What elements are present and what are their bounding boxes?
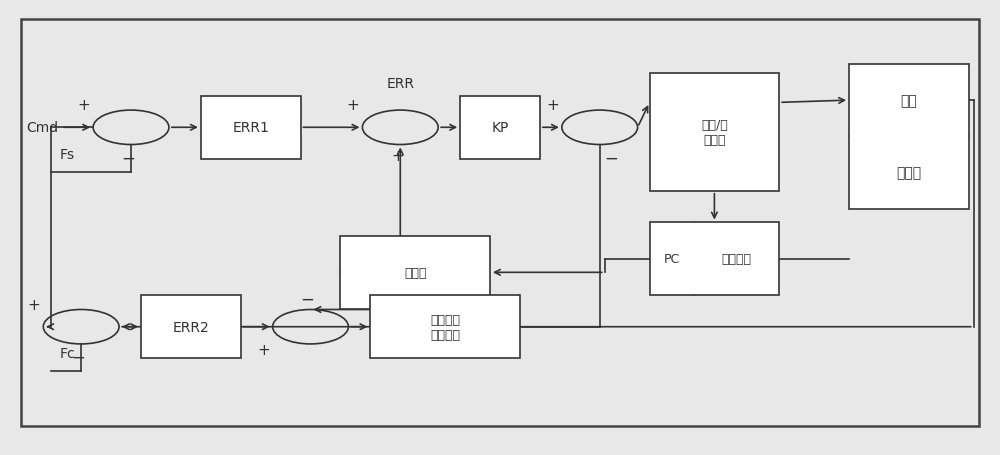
FancyBboxPatch shape [141,295,241,359]
FancyBboxPatch shape [201,96,301,160]
Text: −: − [71,348,85,366]
Text: 光栅尺: 光栅尺 [896,166,921,180]
Text: ERR2: ERR2 [172,320,209,334]
Text: +: + [257,342,270,357]
Text: Cmd: Cmd [26,121,58,135]
Text: ERR: ERR [386,76,414,91]
Text: Fs: Fs [59,147,74,162]
FancyBboxPatch shape [650,74,779,191]
Text: 机床: 机床 [900,94,917,108]
Text: +: + [347,98,359,113]
FancyBboxPatch shape [340,237,490,309]
Text: KP: KP [491,121,509,135]
Text: PC: PC [664,253,680,266]
FancyBboxPatch shape [370,295,520,359]
FancyBboxPatch shape [650,223,779,295]
Text: +: + [77,98,90,113]
Text: 一次延时
时间常数: 一次延时 时间常数 [430,313,460,341]
Text: 齿轮比: 齿轮比 [404,266,426,279]
Text: 伺服电机: 伺服电机 [722,253,752,266]
Text: +: + [391,149,404,164]
Text: ERR1: ERR1 [232,121,269,135]
Text: 速度/电
流控制: 速度/电 流控制 [701,119,728,147]
Text: −: − [605,149,619,167]
Text: −: − [121,149,135,167]
FancyBboxPatch shape [849,65,969,209]
Text: −: − [301,289,314,308]
Text: +: + [546,98,559,113]
Text: Fc: Fc [59,346,75,360]
Text: +: + [28,297,40,312]
FancyBboxPatch shape [460,96,540,160]
